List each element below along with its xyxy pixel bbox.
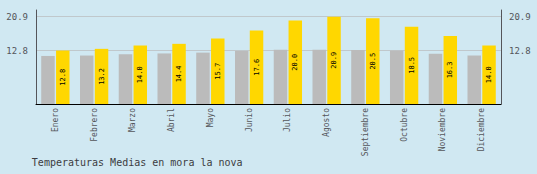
svg-text:18.5: 18.5 [408, 57, 416, 74]
svg-text:Marzo: Marzo [128, 108, 137, 132]
svg-text:Noviembre: Noviembre [438, 108, 447, 152]
svg-text:14.4: 14.4 [175, 65, 183, 82]
svg-text:15.7: 15.7 [214, 63, 222, 80]
svg-text:16.3: 16.3 [446, 62, 454, 79]
svg-text:Mayo: Mayo [206, 108, 215, 127]
svg-text:Enero: Enero [51, 108, 60, 132]
svg-text:Septiembre: Septiembre [361, 108, 370, 156]
svg-text:Junio: Junio [245, 108, 254, 132]
svg-text:20.0: 20.0 [291, 54, 299, 71]
svg-text:Diciembre: Diciembre [477, 108, 486, 152]
svg-text:20.9: 20.9 [6, 12, 28, 22]
svg-text:14.0: 14.0 [136, 66, 144, 83]
svg-text:20.5: 20.5 [369, 53, 377, 70]
svg-text:20.9: 20.9 [509, 12, 531, 22]
svg-text:Agosto: Agosto [322, 108, 331, 137]
svg-text:Octubre: Octubre [400, 108, 409, 142]
svg-text:12.8: 12.8 [509, 46, 531, 56]
svg-text:13.2: 13.2 [98, 68, 106, 85]
svg-text:12.8: 12.8 [59, 69, 67, 86]
svg-text:Julio: Julio [283, 108, 292, 132]
svg-text:12.8: 12.8 [6, 46, 28, 56]
svg-text:Febrero: Febrero [90, 108, 99, 142]
svg-text:Temperaturas Medias en mora la: Temperaturas Medias en mora la nova [32, 157, 243, 168]
svg-text:20.9: 20.9 [330, 52, 338, 69]
svg-text:14.0: 14.0 [485, 66, 493, 83]
svg-text:17.6: 17.6 [253, 59, 261, 76]
svg-text:Abril: Abril [167, 108, 176, 132]
